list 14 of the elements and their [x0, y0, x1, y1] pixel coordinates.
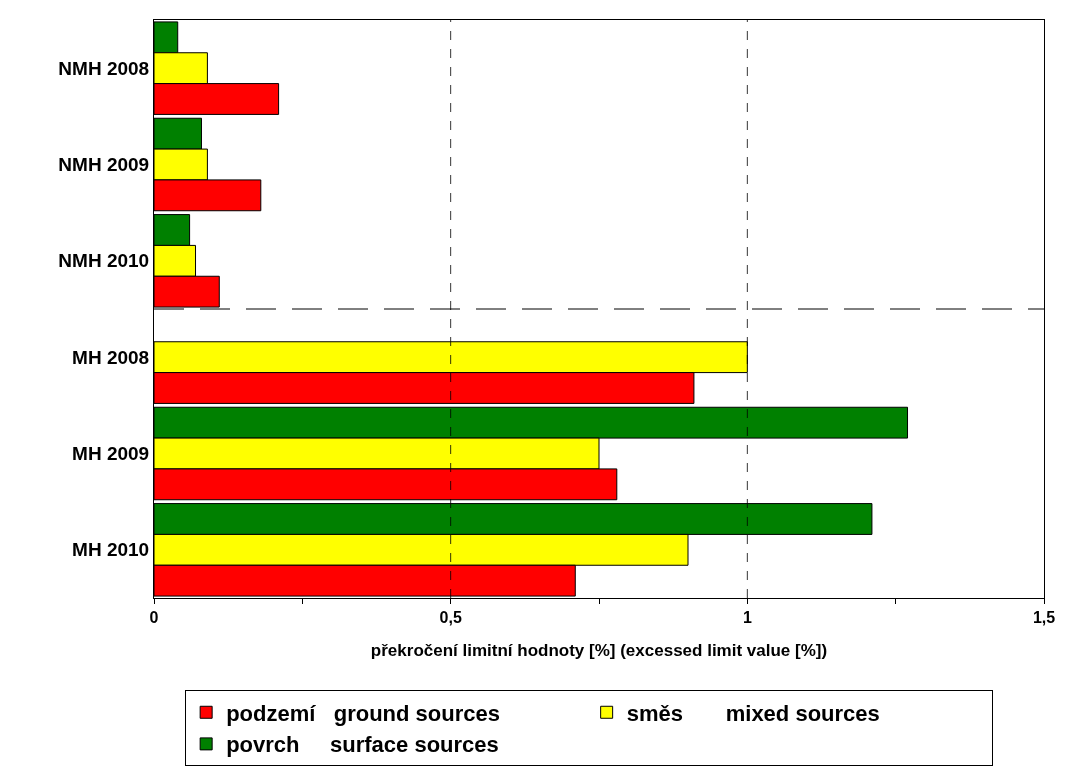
x-tick-label: 0,5 [439, 609, 462, 627]
x-tick-label: 1 [742, 609, 752, 627]
y-tick-label: MH 2009 [72, 443, 150, 465]
y-tick-label: MH 2008 [72, 346, 150, 368]
legend-label: podzemí ground sources [226, 700, 500, 726]
legend-label: povrch surface sources [226, 732, 499, 758]
legend-label: směs mixed sources [626, 700, 880, 726]
y-tick-label: NMH 2008 [58, 57, 150, 79]
y-tick-label: NMH 2010 [58, 250, 150, 272]
y-tick-label: MH 2010 [72, 539, 150, 561]
x-tick-label: 1,5 [1032, 609, 1056, 627]
x-tick-label: 0 [149, 609, 159, 627]
y-tick-label: NMH 2009 [58, 154, 150, 176]
x-axis-title: překročení limitní hodnoty [%] (excessed limit value [%]) [370, 640, 828, 660]
